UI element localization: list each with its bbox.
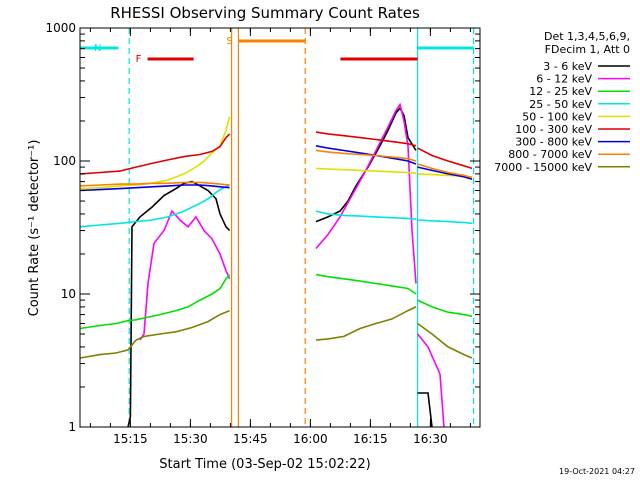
legend-header-line-2: FDecim 1, Att 0 — [545, 43, 630, 56]
y-tick-label: 1 — [68, 420, 76, 434]
series-line-8 — [79, 309, 230, 359]
legend-label: 6 - 12 keV — [536, 73, 592, 86]
legend-label: 300 - 800 keV — [515, 136, 592, 149]
plot-area: N F S — [79, 28, 475, 428]
series-line-6 — [417, 166, 473, 180]
series-line-8 — [315, 306, 417, 341]
series-line-7 — [417, 163, 473, 179]
series-line-3 — [315, 210, 417, 220]
legend-label: 25 - 50 keV — [529, 98, 592, 111]
legend: Det 1,3,4,5,6,9, FDecim 1, Att 0 3 - 6 k… — [494, 30, 630, 174]
flag-label-n: N — [94, 43, 101, 54]
series-line-5 — [417, 147, 473, 170]
legend-label: 7000 - 15000 keV — [494, 161, 592, 174]
series-line-2 — [79, 274, 231, 330]
legend-label: 3 - 6 keV — [543, 60, 592, 73]
series-line-0 — [315, 106, 417, 223]
series-line-2 — [417, 299, 473, 318]
footer-timestamp: 19-Oct-2021 04:27 — [559, 467, 635, 476]
series-line-7 — [79, 181, 230, 187]
series-line-2 — [315, 273, 417, 295]
y-axis-label: Count Rate (s⁻¹ detector⁻¹) — [27, 140, 42, 317]
flag-label-f: F — [136, 54, 142, 65]
x-tick-label: 15:45 — [233, 432, 268, 446]
legend-label: 50 - 100 keV — [522, 110, 592, 123]
series-line-3 — [417, 219, 473, 225]
series-line-5 — [315, 131, 417, 147]
series-line-7 — [315, 149, 417, 162]
series-line-0 — [417, 392, 433, 428]
flag-label-s: S — [226, 36, 232, 47]
legend-label: 12 - 25 keV — [529, 85, 592, 98]
series-line-5 — [79, 133, 231, 175]
series-line-8 — [417, 322, 473, 359]
legend-header-line-1: Det 1,3,4,5,6,9, — [544, 30, 630, 43]
series-line-0 — [127, 180, 231, 428]
x-tick-label: 16:00 — [293, 432, 328, 446]
series-line-3 — [79, 184, 230, 228]
series-line-1 — [139, 209, 231, 341]
x-tick-label: 15:15 — [113, 432, 148, 446]
y-tick-label: 1000 — [45, 21, 76, 35]
y-tick-label: 100 — [53, 154, 76, 168]
x-tick-label: 15:30 — [173, 432, 208, 446]
series-line-1 — [315, 102, 417, 284]
series-line-6 — [79, 184, 230, 192]
x-tick-label: 16:30 — [413, 432, 448, 446]
plot-frame — [79, 27, 481, 428]
chart-title: RHESSI Observing Summary Count Rates — [110, 4, 420, 22]
legend-label: 100 - 300 keV — [515, 123, 592, 136]
legend-label: 800 - 7000 keV — [508, 148, 592, 161]
y-tick-label: 10 — [61, 287, 76, 301]
series-line-1 — [416, 333, 445, 428]
series-line-4 — [315, 167, 417, 174]
x-tick-label: 16:15 — [353, 432, 388, 446]
x-axis-label: Start Time (03-Sep-02 15:02:22) — [159, 457, 370, 472]
